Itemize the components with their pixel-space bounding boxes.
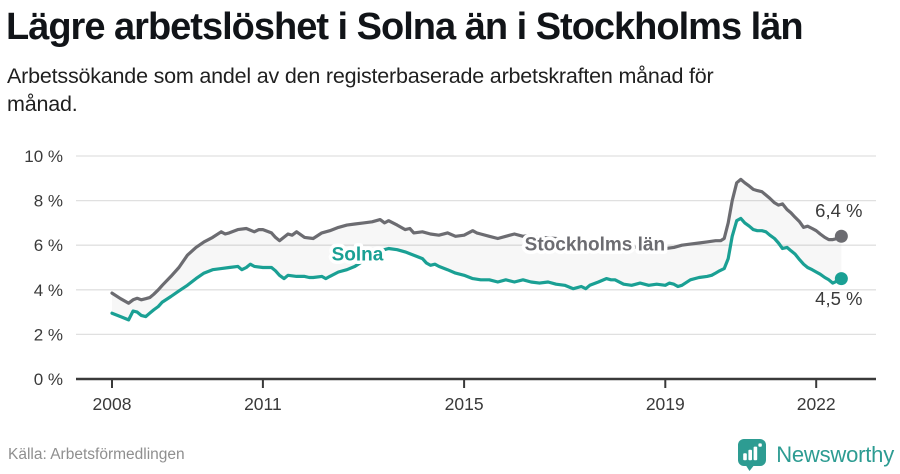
line-chart: 0 % 2 % 4 % 6 % 8 % 10 % 2008 2011 2015 2019 2022 S… (0, 130, 900, 440)
y-axis-tick-label: 10 % (24, 147, 63, 166)
y-axis-tick-label: 0 % (34, 370, 63, 389)
end-value-label: 6,4 % (815, 200, 862, 221)
series-end-dot-solna (834, 272, 848, 286)
chart-subtitle-line1: Arbetssökande som andel av den registerb… (7, 63, 714, 88)
x-axis-tick-label: 2011 (244, 394, 282, 414)
chart-subtitle-line2: månad. (7, 91, 78, 116)
newsworthy-wordmark: Newsworthy (776, 442, 894, 467)
series-line-solna (110, 216, 843, 322)
x-axis-tick-label: 2015 (445, 394, 484, 414)
y-axis-tick-label: 6 % (34, 236, 63, 255)
newsworthy-chart-bubble-icon (738, 439, 767, 471)
series-gap-band (112, 179, 842, 320)
newsworthy-logo: Newsworthy (737, 438, 894, 472)
series-line-stockholms-l-n (110, 177, 843, 305)
page-title: Lägre arbetslöshet i Solna än i Stockhol… (6, 6, 804, 48)
y-axis-tick-label: 2 % (34, 325, 63, 344)
series-label: Stockholms län (525, 235, 665, 256)
chart-canvas: 0 % 2 % 4 % 6 % 8 % 10 % 2008 2011 2015 2019 2022 S… (24, 147, 876, 414)
chart-header: Lägre arbetslöshet i Solna än i Stockhol… (6, 6, 894, 118)
y-axis-tick-label: 8 % (34, 192, 63, 211)
end-value-label: 4,5 % (815, 288, 862, 309)
x-axis-tick-label: 2008 (93, 394, 132, 414)
x-axis-tick-label: 2019 (646, 394, 685, 414)
source-note: Källa: Arbetsförmedlingen (8, 446, 185, 463)
chart-subtitle: Arbetssökande som andel av den registerb… (7, 62, 894, 118)
x-axis-tick-label: 2022 (797, 394, 836, 414)
series-end-dot-stockholms-l-n (834, 229, 848, 243)
y-axis-tick-label: 4 % (34, 281, 63, 300)
series-label: Solna (332, 245, 384, 266)
